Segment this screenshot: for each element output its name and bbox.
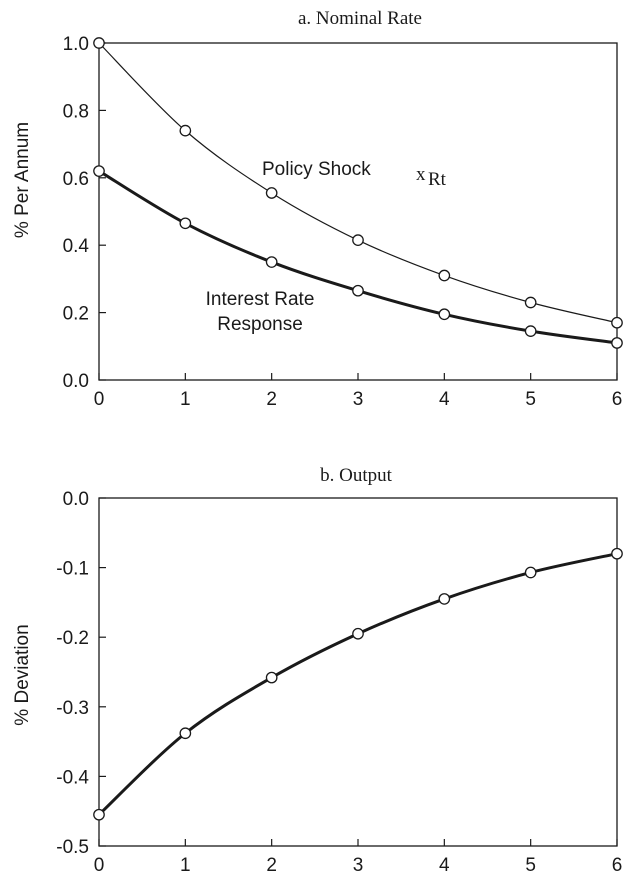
panel-a-y-tick-label: 0.6 [63,169,89,190]
panel-a-y-axis-title: % Per Annum [12,122,33,238]
policy-shock-label: Policy Shock [262,159,371,180]
panel-a-series-1-point [352,284,364,297]
panel-b-x-tick-label: 3 [353,855,364,876]
panel-a-title: a. Nominal Rate [298,8,422,29]
panel-b-output: b. Output % Deviation 0 1 2 3 4 5 6 -0.5 -0.4 -0.… [12,465,623,876]
panel-a-y-tick-label: 0.0 [63,371,89,392]
panel-a-series-1-point [265,256,278,268]
panel-a-series-0-point [611,316,623,329]
panel-a-series-1-point [611,337,623,349]
panel-a-x-tick-label: 0 [94,389,105,410]
panel-b-x-tick-label: 1 [180,855,191,876]
panel-a-series-1-point [438,308,451,321]
panel-a-series-0-point [179,124,192,137]
panel-b-y-tick-label: -0.5 [56,837,89,858]
panel-b-series-0-point [438,593,451,605]
panel-b-series-0-point [93,808,105,821]
panel-a-series-1-point [524,325,537,337]
panel-a-series-0-point [352,234,364,246]
panel-a-y-tick-label: 0.4 [63,236,90,257]
panel-b-series-0-point [611,547,623,560]
policy-shock-subscript: Rt [428,169,447,190]
panel-b-x-tick-label: 2 [266,855,277,876]
panel-b-series-0-point [524,566,537,579]
panel-a-plot-frame [98,42,618,381]
panel-a-x-tick-label: 3 [353,389,364,410]
panel-b-y-axis-title: % Deviation [12,624,33,725]
panel-b-series-0-point [265,671,278,684]
panel-a-series-0-point [93,37,105,49]
panel-b-x-tick-label: 0 [94,855,105,876]
panel-a-series-1-line [98,169,618,345]
panel-a-y-tick-label: 1.0 [63,34,89,55]
policy-shock-symbol: x [416,164,426,185]
panel-b-y-tick-label: -0.3 [56,698,89,719]
panel-b-y-tick-label: -0.1 [56,559,89,580]
panel-a-x-tick-label: 1 [180,389,191,410]
panel-a-series-0-point [524,296,537,309]
panel-b-plot-frame [98,497,618,847]
panel-b-y-tick-label: -0.2 [56,628,89,649]
panel-a-series-0-point [438,269,451,282]
panel-a-series-1-point [179,217,192,230]
panel-a-series-0-line [98,42,618,324]
panel-a-x-tick-label: 2 [266,389,277,410]
panel-b-x-tick-label: 5 [525,855,536,876]
panel-b-series-0-line [97,552,618,816]
panel-a-y-tick-label: 0.2 [63,304,89,325]
panel-a-nominal-rate: a. Nominal Rate % Per Annum 0 1 2 3 4 5 6 0.0 0.… [12,8,623,410]
panel-b-series-0-point [352,627,364,640]
panel-b-x-tick-label: 4 [439,855,450,876]
panel-a-x-tick-label: 4 [439,389,450,410]
panel-a-y-tick-label: 0.8 [63,101,89,122]
panel-a-x-tick-label: 6 [612,389,623,410]
panel-a-series-0-point [265,187,278,199]
panel-b-y-tick-label: 0.0 [63,489,89,510]
panel-b-title: b. Output [320,465,393,486]
panel-b-y-tick-label: -0.4 [56,767,89,788]
panel-b-x-tick-label: 6 [612,855,623,876]
interest-rate-label-line1: Interest Rate [206,289,315,310]
panel-a-series-1-point [93,165,105,177]
panel-a-x-tick-label: 5 [525,389,536,410]
panel-b-series-0-point [179,727,192,740]
interest-rate-label-line2: Response [217,314,303,335]
